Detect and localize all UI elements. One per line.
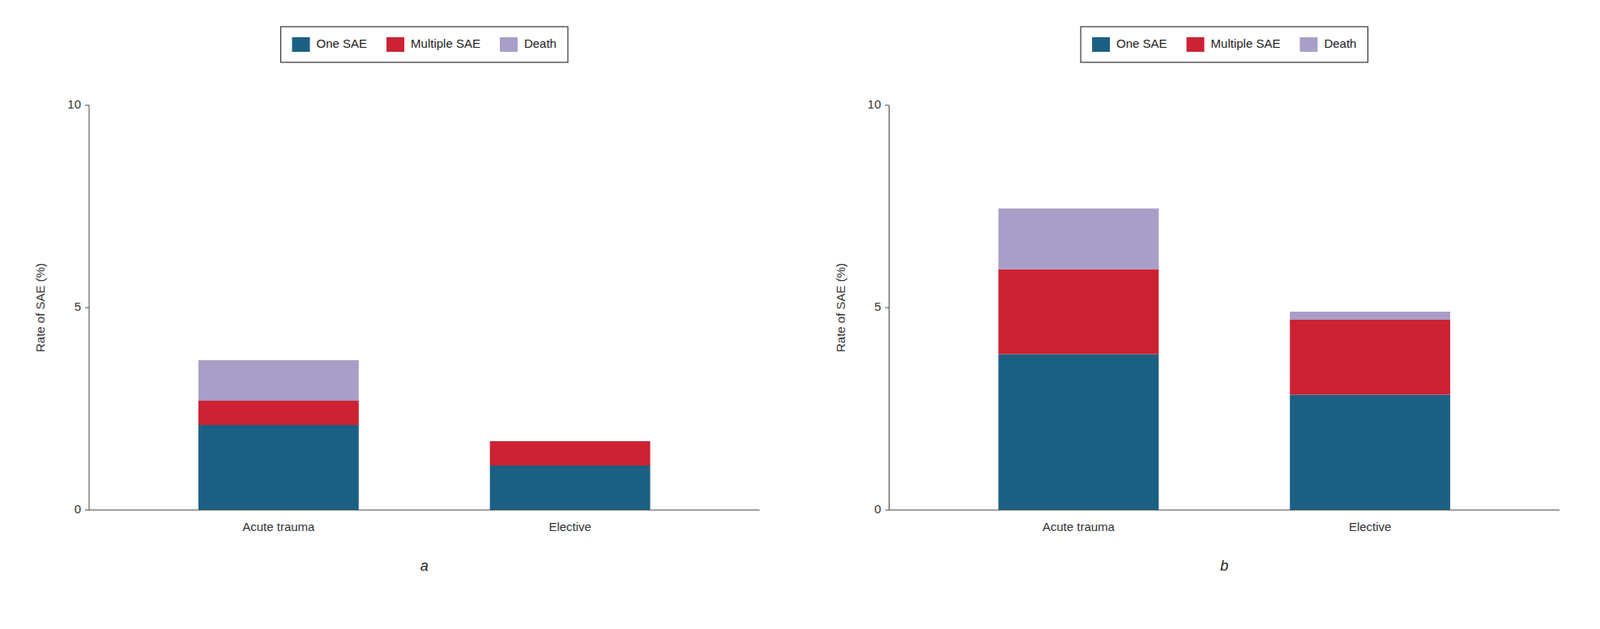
x-tick-label: Acute trauma [1042, 520, 1116, 534]
y-tick-label: 10 [867, 97, 882, 111]
y-tick [85, 307, 90, 309]
bar-segment [198, 425, 359, 511]
legend-label: One SAE [1116, 36, 1168, 51]
y-tick [885, 307, 890, 309]
y-tick [85, 510, 90, 512]
bar-segment [490, 441, 651, 466]
legend-swatch [386, 37, 405, 52]
bar-segment [1289, 395, 1451, 512]
x-tick-label: Elective [548, 520, 592, 534]
legend-swatch [499, 37, 518, 52]
y-tick-label: 0 [874, 502, 881, 517]
y-tick [885, 510, 890, 512]
panel-label: a [420, 558, 429, 575]
y-axis-label: Rate of SAE (%) [33, 263, 47, 353]
panel-label: b [1220, 558, 1229, 575]
legend-label: Death [524, 36, 557, 51]
y-tick [885, 105, 890, 107]
legend: One SAE Multiple SAE Death [1080, 26, 1368, 63]
panel: 0 5 10 Acute trauma Elective Rate of SAE (%) b… [833, 26, 1561, 575]
legend-label: One SAE [316, 36, 368, 51]
chart: 0 5 10 Acute trauma Elective Rate of SAE (%) a… [0, 0, 1600, 629]
bar-segment [198, 360, 359, 402]
bar-segment [490, 441, 651, 443]
legend-frame [281, 26, 568, 63]
y-tick-label: 10 [67, 97, 82, 111]
x-axis-line [89, 510, 760, 512]
legend-label: Multiple SAE [410, 36, 481, 51]
legend-label: Multiple SAE [1211, 36, 1281, 51]
bar-segment [490, 465, 651, 511]
bar-segment [998, 354, 1159, 512]
y-axis-label: Rate of SAE (%) [833, 263, 848, 353]
panel: 0 5 10 Acute trauma Elective Rate of SAE (%) a… [33, 26, 760, 575]
bar-segment [1289, 320, 1451, 396]
y-tick-label: 0 [74, 502, 82, 517]
x-tick-label: Acute trauma [242, 520, 316, 534]
legend-label: Death [1323, 36, 1357, 51]
y-tick [85, 105, 90, 107]
bars [198, 360, 651, 511]
legend-swatch [292, 37, 311, 52]
legend-swatch [1092, 37, 1110, 52]
bar-segment [998, 269, 1159, 355]
legend-swatch [1186, 37, 1205, 52]
y-tick-label: 5 [874, 299, 881, 314]
bar-segment [998, 209, 1159, 270]
legend-frame [1080, 26, 1368, 63]
x-axis-line [889, 510, 1561, 512]
bar-segment [1289, 311, 1451, 320]
bar-segment [198, 401, 359, 426]
legend-swatch [1299, 37, 1318, 52]
x-tick-label: Elective [1348, 520, 1392, 534]
bars [998, 209, 1451, 512]
y-tick-label: 5 [74, 299, 82, 314]
legend: One SAE Multiple SAE Death [281, 26, 568, 63]
page: {"chart_data": [ {"type": "bar", "stacke… [0, 0, 1600, 629]
